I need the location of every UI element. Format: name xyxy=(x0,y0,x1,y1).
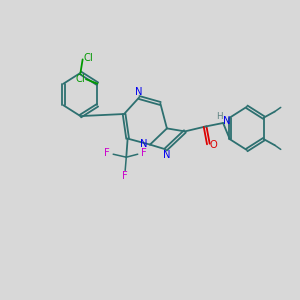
Text: N: N xyxy=(135,87,142,97)
Text: H: H xyxy=(216,112,223,121)
Text: O: O xyxy=(210,140,218,150)
Text: N: N xyxy=(140,139,148,149)
Text: Cl: Cl xyxy=(75,74,85,84)
Text: N: N xyxy=(223,116,230,126)
Text: Cl: Cl xyxy=(84,53,94,63)
Text: F: F xyxy=(122,171,128,182)
Text: F: F xyxy=(104,148,110,158)
Text: F: F xyxy=(141,148,147,158)
Text: N: N xyxy=(164,150,171,160)
